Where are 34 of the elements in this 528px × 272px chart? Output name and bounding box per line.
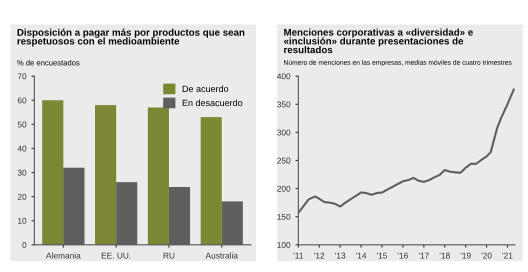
y-tick-label: 400 bbox=[276, 73, 290, 80]
x-tick-label: '21 bbox=[502, 252, 513, 258]
y-tick-label: 10 bbox=[18, 218, 26, 224]
x-tick-label: '14 bbox=[356, 252, 366, 258]
y-tick-label: 30 bbox=[18, 170, 26, 176]
legend-label: En desacuerdo bbox=[182, 99, 242, 106]
y-tick-label: 40 bbox=[18, 146, 26, 152]
chart-title: Disposición a pagar más por productos que sean respetuosos con el medioambiente bbox=[18, 28, 244, 46]
y-tick-label: 70 bbox=[18, 73, 26, 80]
x-tick-label: RU bbox=[164, 252, 174, 259]
y-tick-label: 300 bbox=[277, 130, 290, 136]
x-tick-label: '20 bbox=[482, 252, 492, 259]
y-tick-label: 150 bbox=[277, 214, 290, 220]
x-tick-label: '12 bbox=[314, 252, 324, 258]
y-tick-label: 50 bbox=[18, 122, 26, 128]
x-tick-label: Alemania bbox=[46, 252, 81, 259]
chart-title: Menciones corporativas a «diversidad» e «inclusión» durante presentaciones de resultados bbox=[284, 28, 473, 54]
x-tick-label: '19 bbox=[460, 252, 471, 259]
x-tick-label: Australia bbox=[206, 252, 238, 259]
y-tick-label: 60 bbox=[18, 97, 26, 104]
x-tick-label: '13 bbox=[335, 252, 346, 259]
x-tick-label: '17 bbox=[418, 252, 429, 258]
y-tick-label: 20 bbox=[18, 194, 26, 200]
y-tick-label: 200 bbox=[277, 186, 290, 192]
x-tick-label: '11 bbox=[294, 252, 304, 258]
y-tick-label: 100 bbox=[277, 242, 290, 248]
legend-label: De acuerdo bbox=[182, 85, 228, 92]
x-tick-label: EE. UU. bbox=[102, 252, 130, 259]
x-tick-label: '18 bbox=[440, 252, 450, 259]
y-tick-label: 0 bbox=[22, 242, 26, 248]
y-tick-label: 350 bbox=[277, 101, 290, 108]
x-tick-label: '16 bbox=[398, 252, 408, 259]
x-tick-label: '15 bbox=[376, 252, 388, 259]
y-tick-label: 250 bbox=[277, 158, 290, 164]
